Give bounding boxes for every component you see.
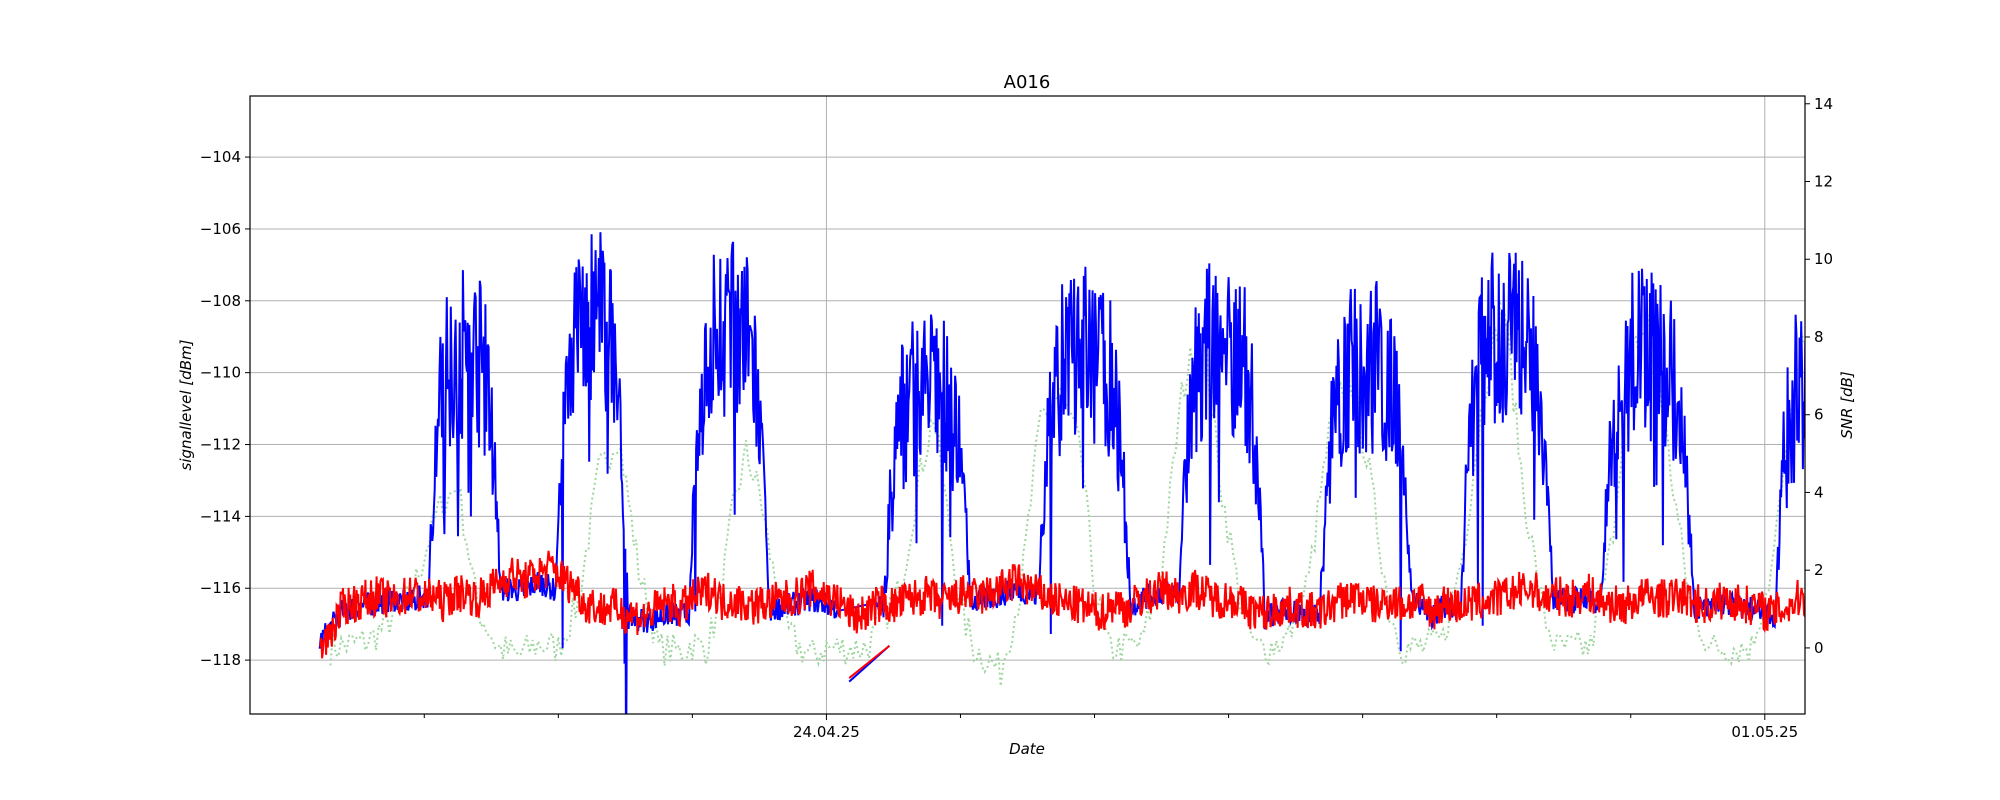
noise-gap-segment xyxy=(848,644,891,679)
x-axis-title: Date xyxy=(1009,740,1045,758)
y-tick-label: −116 xyxy=(200,579,241,597)
x-tick-label: 24.04.25 xyxy=(793,723,860,741)
plot-frame xyxy=(249,95,1806,715)
series-layer xyxy=(318,232,1805,714)
x-tick-label: 01.05.25 xyxy=(1731,723,1798,741)
y2-tick-label: 2 xyxy=(1814,561,1824,579)
grid-lines xyxy=(250,96,1805,714)
y2-axis-title: SNR [dB] xyxy=(1838,371,1856,439)
y-tick-label: −104 xyxy=(200,148,241,166)
y-tick-label: −108 xyxy=(200,292,241,310)
y2-tick-label: 0 xyxy=(1814,639,1824,657)
y2-tick-label: 8 xyxy=(1814,328,1824,346)
y2-tick-label: 12 xyxy=(1814,173,1833,191)
y-tick-label: −106 xyxy=(200,220,241,238)
y2-tick-label: 14 xyxy=(1814,95,1833,113)
y-tick-label: −118 xyxy=(200,651,241,669)
y2-tick-label: 4 xyxy=(1814,483,1824,501)
chart-title: A016 xyxy=(1004,72,1051,93)
axis-ticks: −104 −106 −108 −110 −112 −114 −116 −118 14 12 10 8 6… xyxy=(200,95,1833,741)
series-noise-line xyxy=(318,550,1805,659)
y2-tick-label: 10 xyxy=(1814,250,1833,268)
y-tick-label: −112 xyxy=(200,436,241,454)
series-signal-line xyxy=(318,232,1805,714)
y-tick-label: −110 xyxy=(200,364,241,382)
y-tick-label: −114 xyxy=(200,507,241,525)
y-axis-title: signallevel [dBm] xyxy=(177,339,195,470)
y2-tick-label: 6 xyxy=(1814,406,1824,424)
